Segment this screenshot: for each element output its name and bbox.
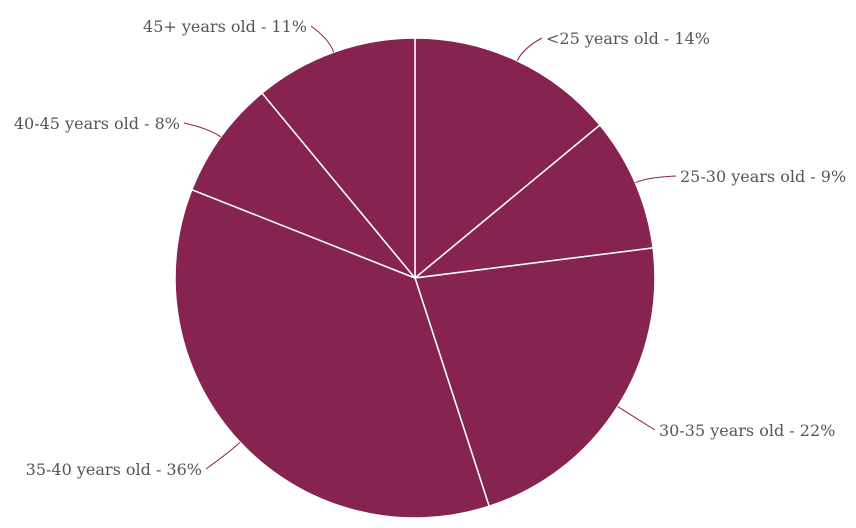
pie-slice-25-30-years-old bbox=[412, 123, 654, 280]
leader-line-40-45-years-old bbox=[183, 122, 222, 138]
slice-label-25-30-years-old: 25-30 years old - 9% bbox=[680, 167, 846, 186]
leader-line-30-35-years-old bbox=[617, 406, 656, 431]
pie-slice-45-years-old bbox=[260, 37, 416, 281]
pie-slice-35-40-years-old bbox=[174, 188, 491, 519]
pie-leader-lines bbox=[183, 25, 677, 470]
pie-slice-25-years-old bbox=[414, 37, 601, 280]
leader-line-25-years-old bbox=[516, 37, 543, 62]
pie-labels: <25 years old - 14% 25-30 years old - 9% 3… bbox=[14, 17, 846, 479]
leader-line-35-40-years-old bbox=[205, 441, 241, 470]
pie-slice-40-45-years-old bbox=[190, 92, 416, 279]
slice-label-45-years-old: 45+ years old - 11% bbox=[143, 17, 307, 36]
slice-label-30-35-years-old: 30-35 years old - 22% bbox=[659, 421, 835, 440]
slice-label-25-years-old: <25 years old - 14% bbox=[546, 29, 710, 48]
leader-line-45-years-old bbox=[310, 25, 335, 53]
pie-slices bbox=[174, 37, 656, 519]
slice-label-35-40-years-old: 35-40 years old - 36% bbox=[26, 460, 202, 479]
leader-line-25-30-years-old bbox=[635, 175, 677, 184]
slice-label-40-45-years-old: 40-45 years old - 8% bbox=[14, 114, 180, 133]
